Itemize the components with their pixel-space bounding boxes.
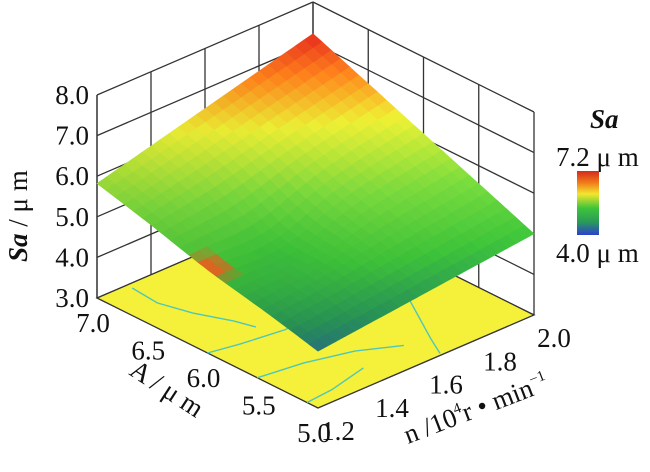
response-surface: [96, 33, 535, 352]
colorbar-title: Sa: [590, 104, 619, 134]
y-tick-label: 2.0: [537, 323, 571, 353]
y-tick-labels: 1.2 1.4 1.6 1.8 2.0: [321, 323, 571, 446]
y-tick-label: 1.4: [375, 393, 409, 423]
x-tick-label: 6.5: [131, 336, 165, 366]
contour-line: [256, 344, 404, 379]
contour-line: [131, 287, 257, 328]
z-tick-label: 7.0: [55, 121, 89, 151]
contour-line: [306, 367, 364, 404]
y-tick-label: 1.2: [321, 416, 355, 446]
x-tick-label: 7.0: [76, 308, 110, 338]
x-tick-label: 5.0: [297, 418, 331, 448]
z-tick-label: 6.0: [55, 161, 89, 191]
x-tick-label: 6.0: [187, 363, 221, 393]
y-tick-label: 1.8: [483, 346, 517, 376]
colorbar-min-label: 4.0 μ m: [556, 238, 639, 268]
colorbar-max-label: 7.2 μ m: [556, 142, 639, 172]
z-tick-label: 5.0: [55, 202, 89, 232]
z-tick-label: 4.0: [55, 242, 89, 272]
z-tick-labels: 3.0 4.0 5.0 6.0 7.0 8.0: [55, 80, 89, 313]
x-tick-label: 5.5: [242, 391, 276, 421]
colorbar: Sa 7.2 μ m 4.0 μ m: [556, 104, 639, 268]
colorbar-gradient: [577, 171, 599, 235]
y-axis-label: n /104r • min−1: [399, 367, 552, 450]
y-tick-label: 1.6: [429, 370, 463, 400]
surface-patch: [308, 338, 328, 352]
z-tick-label: 3.0: [55, 283, 89, 313]
x-tick-labels: 7.0 6.5 6.0 5.5 5.0: [76, 308, 331, 448]
z-axis-label: Sa / μ m: [3, 170, 33, 262]
z-tick-label: 8.0: [55, 80, 89, 110]
